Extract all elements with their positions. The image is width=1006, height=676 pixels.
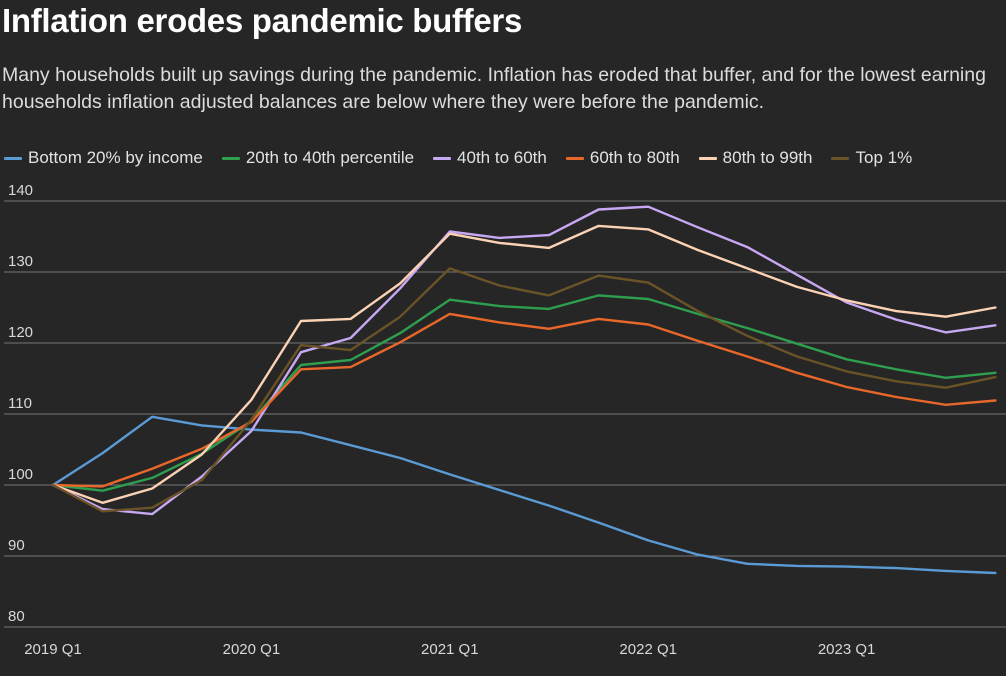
legend-label-bottom-20: Bottom 20% by income [28,148,203,167]
x-tick-label-1: 2020 Q1 [223,641,281,658]
y-tick-label-90: 90 [8,537,25,554]
series-line-0 [51,415,997,575]
legend-label-60-80: 60th to 80th [589,148,680,167]
legend-item-top-1: Top 1% [831,148,912,168]
legend-item-80-99: 80th to 99th [698,148,813,168]
series-line-4 [51,224,997,504]
chart-subtitle: Many households built up savings during … [2,64,986,113]
legend-swatch-80-99 [698,156,717,160]
y-axis-labels: 80 90 100 110 120 130 140 [8,182,33,625]
legend-swatch-20-40 [221,156,240,160]
legend: Bottom 20% by income 20th to 40th percen… [4,148,931,168]
x-tick-label-0: 2019 Q1 [24,641,82,658]
y-tick-label-120: 120 [8,324,33,341]
legend-item-bottom-20: Bottom 20% by income [4,148,203,168]
x-tick-label-2: 2021 Q1 [421,641,479,658]
legend-label-80-99: 80th to 99th [722,148,813,167]
y-tick-label-110: 110 [8,395,32,412]
legend-swatch-top-1 [831,156,850,160]
legend-swatch-60-80 [565,156,584,160]
x-tick-label-3: 2022 Q1 [619,641,677,658]
legend-swatch-40-60 [433,156,452,160]
x-tick-label-4: 2023 Q1 [818,641,876,658]
legend-label-top-1: Top 1% [855,148,913,167]
legend-label-40-60: 40th to 60th [457,148,547,167]
y-tick-label-80: 80 [8,608,25,625]
legend-item-60-80: 60th to 80th [565,148,680,168]
series-line-1 [51,294,997,492]
gridlines [4,200,1006,628]
legend-item-40-60: 40th to 60th [433,148,547,168]
legend-item-20-40: 20th to 40th percentile [221,148,415,168]
chart-title: Inflation erodes pandemic buffers [2,2,523,39]
series-line-5 [51,267,997,513]
y-tick-label-100: 100 [8,466,33,483]
series-lines [51,205,997,575]
x-axis-labels: 2019 Q1 2020 Q1 2021 Q1 2022 Q1 2023 Q1 [24,641,875,658]
y-tick-label-140: 140 [8,182,33,199]
legend-label-20-40: 20th to 40th percentile [245,148,415,167]
legend-swatch-bottom-20 [4,156,22,160]
y-tick-label-130: 130 [8,253,33,270]
